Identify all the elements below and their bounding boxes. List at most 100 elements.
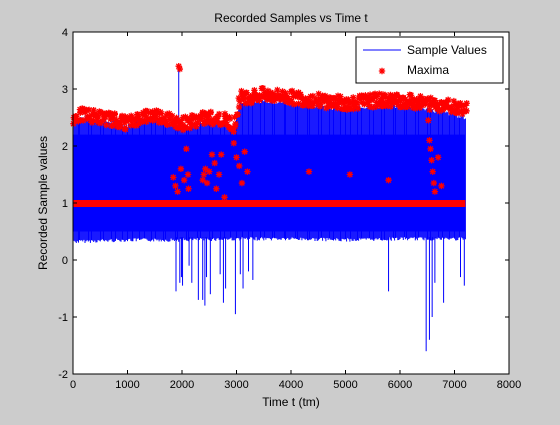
maxima-marker <box>307 101 315 109</box>
maxima-marker <box>397 97 404 104</box>
maxima-marker <box>350 94 357 101</box>
x-tick-label: 5000 <box>333 379 357 391</box>
maxima-marker <box>337 99 345 106</box>
maxima-marker <box>453 109 461 117</box>
maxima-marker <box>350 105 357 113</box>
maxima-marker <box>157 108 164 116</box>
maxima-marker <box>378 95 385 102</box>
maxima-marker <box>207 109 214 116</box>
maxima-marker <box>85 114 92 121</box>
maxima-marker <box>451 101 459 108</box>
maxima-marker <box>303 96 310 103</box>
maxima-marker <box>202 165 209 172</box>
maxima-marker <box>360 95 367 102</box>
maxima-marker <box>214 113 222 120</box>
maxima-marker <box>73 113 80 120</box>
maxima-marker <box>279 88 286 95</box>
maxima-marker <box>94 117 101 124</box>
maxima-marker <box>208 151 216 158</box>
maxima-marker <box>427 145 434 153</box>
maxima-marker <box>267 89 274 96</box>
maxima-marker <box>240 94 247 102</box>
maxima-marker <box>238 87 245 95</box>
maxima-marker <box>334 104 341 112</box>
maxima-marker <box>266 93 273 100</box>
maxima-marker <box>429 100 436 107</box>
maxima-marker <box>444 96 452 104</box>
maxima-marker <box>113 119 120 126</box>
maxima-marker <box>127 112 135 119</box>
maxima-marker <box>288 87 296 95</box>
maxima-marker <box>354 105 362 112</box>
maxima-marker <box>366 103 374 110</box>
maxima-marker <box>295 100 302 107</box>
maxima-marker <box>221 113 229 120</box>
maxima-marker <box>251 89 258 96</box>
maxima-marker <box>338 97 346 104</box>
y-tick-label: -1 <box>58 312 68 324</box>
maxima-marker <box>248 98 256 106</box>
maxima-marker <box>430 179 437 187</box>
maxima-marker <box>353 99 361 107</box>
maxima-marker <box>418 102 426 109</box>
maxima-marker <box>110 114 117 121</box>
maxima-marker <box>140 109 147 116</box>
maxima-marker <box>438 182 445 190</box>
maxima-marker <box>316 103 324 110</box>
maxima-marker <box>173 114 180 122</box>
maxima-marker <box>434 154 442 161</box>
maxima-marker <box>135 120 142 127</box>
x-tick-label: 3000 <box>224 379 248 391</box>
maxima-marker <box>77 109 84 116</box>
maxima-marker <box>428 157 435 164</box>
maxima-marker <box>100 115 108 123</box>
maxima-marker <box>305 168 313 175</box>
maxima-marker <box>342 104 350 111</box>
maxima-marker <box>118 117 125 124</box>
x-tick-label: 8000 <box>497 379 521 391</box>
maxima-marker <box>222 117 229 124</box>
maxima-marker <box>90 106 97 114</box>
maxima-marker <box>236 98 244 105</box>
maxima-marker <box>149 108 156 115</box>
maxima-marker <box>345 96 352 103</box>
maxima-marker <box>236 162 243 170</box>
maxima-marker <box>140 112 148 120</box>
y-tick-label: -2 <box>58 369 68 381</box>
maxima-marker <box>198 113 206 120</box>
maxima-marker <box>164 121 171 129</box>
maxima-marker <box>177 165 185 172</box>
x-axis-label: Time t (tm) <box>262 395 320 409</box>
maxima-marker <box>172 182 179 190</box>
maxima-marker <box>376 90 383 97</box>
maxima-marker <box>426 106 433 114</box>
maxima-marker <box>166 116 173 123</box>
maxima-marker <box>288 98 295 105</box>
maxima-marker <box>366 91 374 98</box>
maxima-marker <box>184 171 192 178</box>
maxima-marker <box>309 102 317 109</box>
maxima-marker <box>290 100 298 108</box>
maxima-marker <box>137 117 145 125</box>
maxima-marker <box>380 98 387 106</box>
maxima-marker <box>173 118 180 125</box>
maxima-marker <box>397 103 404 111</box>
sample-values-fill <box>73 134 466 232</box>
ticks-layer: 0 1000 2000 3000 4000 5000 6000 7000 8000 -2 -1 0 1 2… <box>58 27 521 391</box>
maxima-marker <box>426 102 433 109</box>
maxima-marker <box>309 92 317 100</box>
maxima-marker <box>174 122 182 130</box>
maxima-marker <box>229 126 237 133</box>
maxima-marker <box>279 96 287 103</box>
maxima-marker <box>85 106 93 114</box>
maxima-marker <box>111 111 119 118</box>
legend-label-maxima: Maxima <box>407 63 449 77</box>
maxima-marker <box>96 108 103 115</box>
maxima-marker <box>402 102 409 110</box>
maxima-marker <box>422 101 429 108</box>
maxima-marker <box>186 124 194 132</box>
y-tick-label: 4 <box>62 27 68 39</box>
maxima-marker <box>346 105 354 112</box>
maxima-marker <box>438 99 445 106</box>
maxima-marker <box>205 113 212 120</box>
